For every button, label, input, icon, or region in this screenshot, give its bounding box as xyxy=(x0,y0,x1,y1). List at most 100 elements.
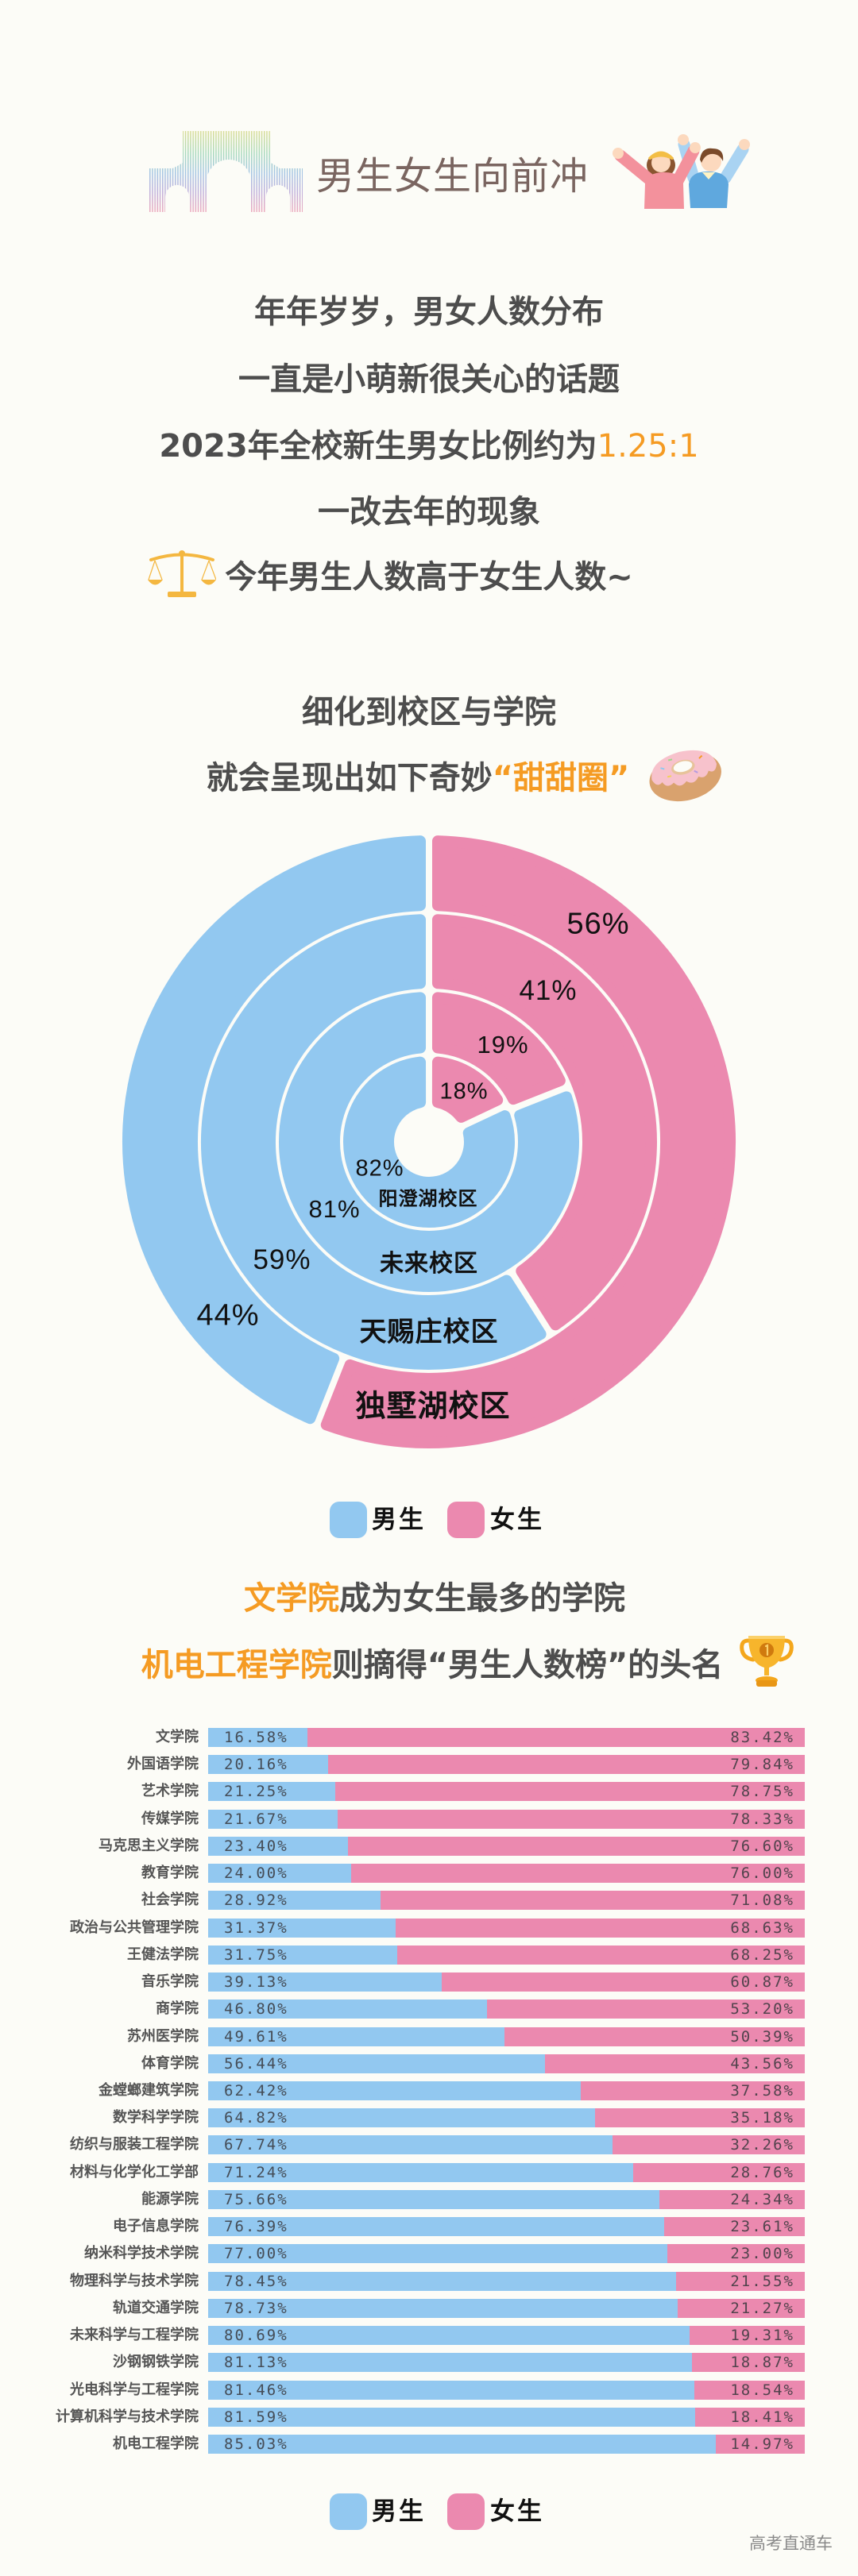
donut-label-female-weilai: 19% xyxy=(477,1031,529,1059)
stacked-bar: 80.69% 19.31% xyxy=(208,2326,805,2346)
bar-row: 纺织与服装工程学院 67.74% 32.26% xyxy=(0,2135,858,2155)
college-label: 光电科学与工程学院 xyxy=(70,2381,199,2398)
female-percent: 60.87% xyxy=(730,1973,794,1992)
female-percent: 23.61% xyxy=(730,2218,794,2236)
female-percent: 43.56% xyxy=(730,2054,794,2073)
bar-row: 电子信息学院 76.39% 23.61% xyxy=(0,2217,858,2237)
male-percent: 21.25% xyxy=(224,1783,288,1801)
female-percent: 68.63% xyxy=(730,1919,794,1937)
college-label: 文学院 xyxy=(156,1729,199,1745)
male-percent: 85.03% xyxy=(224,2435,288,2453)
stacked-bar: 23.40% 76.60% xyxy=(208,1836,805,1856)
male-percent: 62.42% xyxy=(224,2081,288,2100)
bar-row: 纳米科学技术学院 77.00% 23.00% xyxy=(0,2244,858,2264)
bar-segment-female xyxy=(307,1728,805,1747)
bar-segment-female xyxy=(667,2244,805,2264)
female-percent: 14.97% xyxy=(730,2435,794,2453)
bar-segment-male xyxy=(208,1755,329,1775)
legend-label-female: 女生 xyxy=(490,1506,544,1534)
legend-swatch-female xyxy=(447,2493,485,2530)
female-percent: 21.27% xyxy=(730,2299,794,2317)
male-percent: 67.74% xyxy=(224,2136,288,2154)
stacked-bar: 31.75% 68.25% xyxy=(208,1945,805,1965)
bar-segment-female xyxy=(395,1918,805,1938)
female-percent: 78.33% xyxy=(730,1810,794,1828)
male-percent: 16.58% xyxy=(224,1729,288,1746)
college-label: 纺织与服装工程学院 xyxy=(70,2136,199,2154)
bar-segment-female xyxy=(659,2189,805,2209)
donut-segment-female xyxy=(431,914,657,1331)
bar-row: 计算机科学与技术学院 81.59% 18.41% xyxy=(0,2407,858,2427)
bar-row: 数学科学学院 64.82% 35.18% xyxy=(0,2108,858,2128)
female-percent: 35.18% xyxy=(730,2109,794,2127)
donut-highlight: “甜甜圈” xyxy=(492,760,630,796)
bar-row: 金螳螂建筑学院 62.42% 37.58% xyxy=(0,2080,858,2100)
legend-swatch-male xyxy=(330,2493,367,2530)
intro-line-4: 一改去年的现象 xyxy=(318,494,540,530)
campus-label-weilai: 未来校区 xyxy=(380,1251,478,1277)
bar-row: 光电科学与工程学院 81.46% 18.54% xyxy=(0,2380,858,2400)
intro-line-5: 今年男生人数高于女生人数~ xyxy=(225,559,633,596)
bar-segment-male xyxy=(208,1782,335,1802)
college-label: 教育学院 xyxy=(141,1865,199,1882)
bar-segment-male xyxy=(208,1836,348,1856)
male-percent: 64.82% xyxy=(224,2109,288,2127)
bar-segment-female xyxy=(328,1755,805,1775)
intro-line-1: 年年岁岁，男女人数分布 xyxy=(254,294,604,330)
bar-row: 能源学院 75.66% 24.34% xyxy=(0,2189,858,2209)
college-label: 苏州医学院 xyxy=(127,2027,199,2045)
bar-segment-female xyxy=(612,2135,805,2155)
male-percent: 81.13% xyxy=(224,2354,288,2372)
college-label: 机电工程学院 xyxy=(113,2435,199,2452)
bar-row: 马克思主义学院 23.40% 76.60% xyxy=(0,1836,858,1856)
bar-segment-male xyxy=(208,2189,660,2209)
bar-segment-male xyxy=(208,1945,398,1965)
bar-row: 未来科学与工程学院 80.69% 19.31% xyxy=(0,2326,858,2346)
bar-segment-female xyxy=(351,1864,805,1884)
male-percent: 80.69% xyxy=(224,2327,288,2345)
college-label: 电子信息学院 xyxy=(113,2218,199,2235)
college-label: 金螳螂建筑学院 xyxy=(99,2081,199,2099)
stacked-bar: 81.46% 18.54% xyxy=(208,2380,805,2400)
stacked-bar: 78.45% 21.55% xyxy=(208,2271,805,2291)
female-percent: 28.76% xyxy=(730,2163,794,2181)
female-percent: 76.00% xyxy=(730,1865,794,1883)
bar-segment-male xyxy=(208,1728,307,1747)
college-label: 传媒学院 xyxy=(141,1810,199,1827)
male-percent: 56.44% xyxy=(224,2054,288,2073)
legend-label-male: 男生 xyxy=(372,2497,426,2526)
bar-segment-female xyxy=(715,2434,805,2454)
donut-segment-male xyxy=(201,914,547,1370)
stacked-bar: 76.39% 23.61% xyxy=(208,2217,805,2237)
bar-segment-male xyxy=(208,1864,352,1884)
bar-segment-male xyxy=(208,2217,664,2237)
bar-segment-female xyxy=(544,2053,805,2073)
bar-row: 轨道交通学院 78.73% 21.27% xyxy=(0,2298,858,2318)
college-label: 能源学院 xyxy=(141,2190,199,2208)
female-percent: 18.87% xyxy=(730,2354,794,2372)
stacked-bar: 21.67% 78.33% xyxy=(208,1809,805,1829)
college-label: 轨道交通学院 xyxy=(113,2299,199,2316)
bar-segment-female xyxy=(689,2326,805,2346)
cheering-couple-illustration xyxy=(613,134,750,209)
stacked-bar: 16.58% 83.42% xyxy=(208,1728,805,1747)
campus-label-yangchenghu: 阳澄湖校区 xyxy=(378,1188,478,1210)
bar-segment-male xyxy=(208,2380,694,2400)
male-percent: 31.37% xyxy=(224,1919,288,1937)
female-percent: 83.42% xyxy=(730,1729,794,1746)
college-label: 艺术学院 xyxy=(141,1783,199,1800)
bar-row: 社会学院 28.92% 71.08% xyxy=(0,1891,858,1911)
bar-segment-male xyxy=(208,2080,581,2100)
bar-row: 苏州医学院 49.61% 50.39% xyxy=(0,2026,858,2046)
donut-label-male-tianci: 59% xyxy=(253,1244,311,1275)
stacked-bar: 39.13% 60.87% xyxy=(208,1972,805,1992)
male-percent: 31.75% xyxy=(224,1945,288,1964)
bar-row: 艺术学院 21.25% 78.75% xyxy=(0,1782,858,1802)
bar-row: 文学院 16.58% 83.42% xyxy=(0,1728,858,1747)
bar-segment-male xyxy=(208,2135,613,2155)
stacked-bar: 81.59% 18.41% xyxy=(208,2407,805,2427)
bar-segment-female xyxy=(678,2298,805,2318)
bar-segment-male xyxy=(208,2298,678,2318)
college-label: 体育学院 xyxy=(141,2054,199,2072)
